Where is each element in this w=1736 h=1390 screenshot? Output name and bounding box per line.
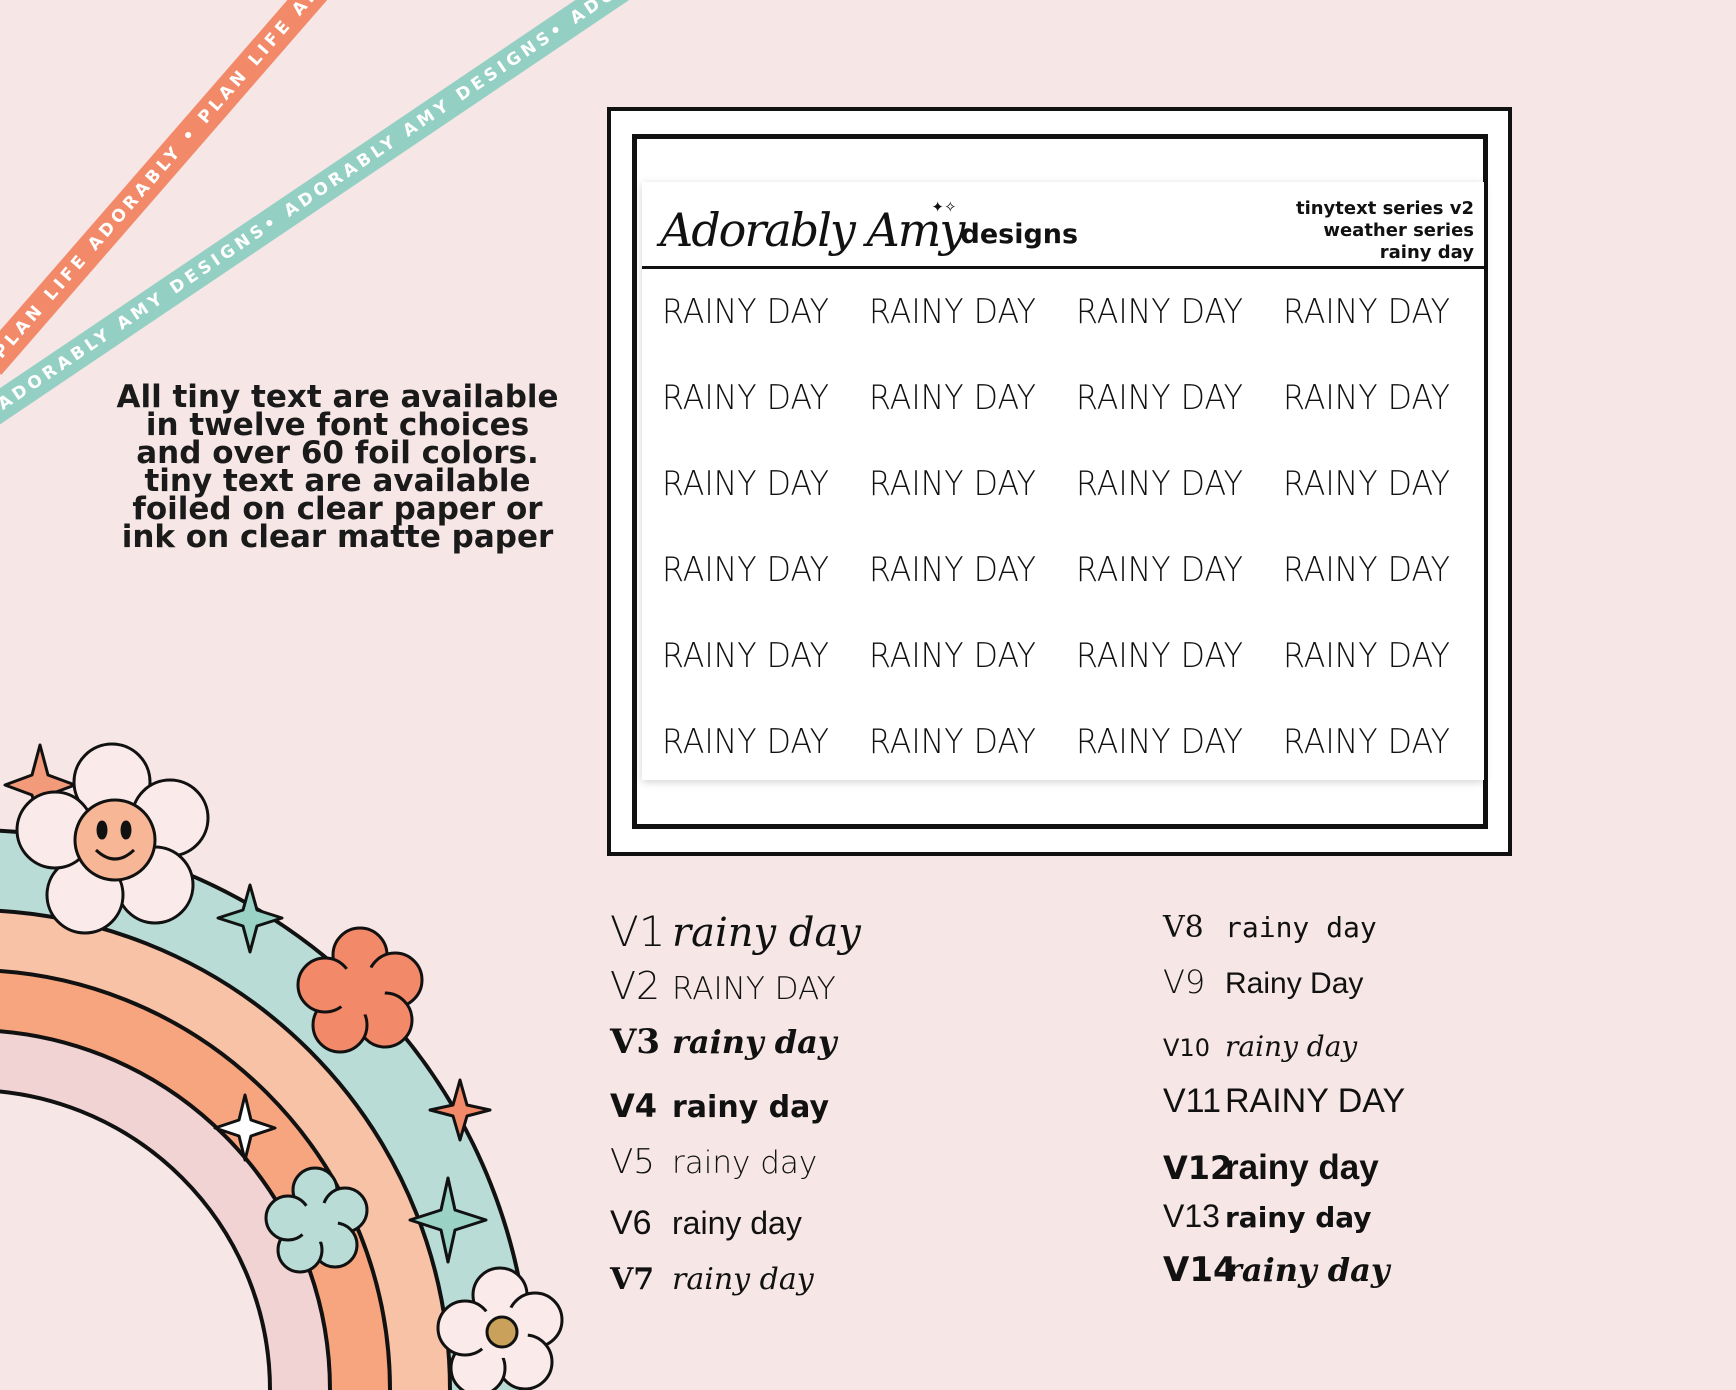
font-version-label: V2 [610,964,661,1008]
font-version-label: V14 [1163,1250,1237,1290]
sticker-text: RAINY DAY [662,378,829,418]
rainbow-inner [0,1089,272,1390]
font-choice-v4: V4 rainy day [610,1087,829,1125]
sticker-text: RAINY DAY [1076,636,1243,676]
font-version-label: V12 [1163,1149,1233,1187]
sticker-text: RAINY DAY [1283,464,1450,504]
sticker-text: RAINY DAY [869,464,1036,504]
font-choice-v11: V11 RAINY DAY [1163,1082,1405,1121]
font-version-label: V13 [1163,1198,1220,1234]
ribbon-adorably-amy-designs: ADORABLY AMY DESIGNS• ADORABLY AMY DESIG… [0,0,646,426]
font-sample-text: rainy day [672,1090,830,1125]
font-choice-v13: V13 rainy day [1163,1198,1372,1235]
font-sample-text: rainy day [1225,1201,1372,1234]
sticker-text: RAINY DAY [869,636,1036,676]
font-sample-text: rainy day [672,910,861,956]
font-sample-text: rainy day [1225,1148,1379,1187]
font-sample-text: rainy day [672,1023,837,1061]
sticker-text: RAINY DAY [1076,550,1243,590]
sparkle-icon: ✦✧ [931,198,957,216]
sticker-text: RAINY DAY [1283,550,1450,590]
font-version-label: V7 [610,1262,655,1297]
sticker-text: RAINY DAY [869,722,1036,762]
font-sample-text: rainy day [1225,1030,1358,1063]
daisy-icon [436,1266,564,1390]
brand-script: Adorably Amy [660,203,965,257]
sparkle-icon [408,1176,488,1264]
sticker-text: RAINY DAY [869,550,1036,590]
font-version-label: V10 [1163,1034,1210,1062]
font-sample-text: RAINY DAY [672,971,836,1007]
font-version-label: V1 [610,907,666,956]
font-sample-text: rainy day [1225,1251,1390,1289]
rainbow-illustration [0,742,564,1390]
sticker-text: RAINY DAY [869,378,1036,418]
sheet-divider [642,266,1484,269]
sparkle-icon [216,883,284,954]
font-version-label: V3 [610,1022,661,1062]
sticker-text: RAINY DAY [1076,464,1243,504]
sticker-text: RAINY DAY [869,292,1036,332]
font-choice-v6: V6 rainy day [610,1204,802,1243]
sparkle-icon [213,1093,277,1162]
font-choice-v9: V9 Rainy Day [1163,963,1363,1001]
font-choice-v1: V1 rainy day [610,907,861,956]
sheet-series: tinytext series v2 [1295,198,1474,219]
brand-logo: Adorably Amy ✦✧ designs [660,192,1078,260]
sticker-text: RAINY DAY [1076,378,1243,418]
font-choice-v3: V3 rainy day [610,1022,836,1062]
font-choice-v2: V2 RAINY DAY [610,964,836,1008]
font-sample-text: rainy day [672,1145,818,1181]
smiley-flower-icon [15,742,210,935]
font-choice-v7: V7 rainy day [610,1262,814,1297]
font-sample-text: rainy day [1225,911,1377,944]
font-sample-text: Rainy Day [1225,967,1364,1000]
sheet-meta: tinytext series v2 weather series rainy … [1296,198,1474,264]
sticker-text: RAINY DAY [1283,292,1450,332]
info-text: All tiny text are available in twelve fo… [116,379,559,555]
font-sample-text: RAINY DAY [1225,1082,1406,1120]
flower-icon [264,1166,369,1274]
font-version-label: V6 [610,1204,652,1242]
font-version-label: V5 [610,1142,655,1182]
sticker-grid: RAINY DAY RAINY DAY RAINY DAY RAINY DAY RAIN… [662,288,1472,766]
sheet-subseries: weather series [1323,220,1474,241]
sticker-text: RAINY DAY [662,550,829,590]
brand-word: designs [960,219,1079,250]
sheet-title: rainy day [1379,242,1474,263]
font-sample-text: rainy day [672,1205,802,1241]
sticker-text: RAINY DAY [662,722,829,762]
font-choice-v8: V8 rainy day [1163,910,1377,945]
sticker-text: RAINY DAY [1283,636,1450,676]
sticker-text: RAINY DAY [662,464,829,504]
sticker-text: RAINY DAY [1283,722,1450,762]
sticker-text: RAINY DAY [662,636,829,676]
sticker-text: RAINY DAY [1076,292,1243,332]
sticker-sheet: Adorably Amy ✦✧ designs tinytext series … [642,182,1484,780]
font-choice-v14: V14rainy day [1163,1250,1389,1290]
font-choice-v10: V10 rainy day [1163,1030,1357,1063]
font-choice-v5: V5 rainy day [610,1142,817,1182]
font-version-label: V4 [610,1087,658,1125]
font-choice-v12: V12rainy day [1163,1148,1379,1188]
font-version-label: V11 [1163,1082,1221,1120]
sparkle-icon [428,1078,492,1142]
sticker-text: RAINY DAY [1076,722,1243,762]
sticker-text: RAINY DAY [1283,378,1450,418]
font-version-label: V9 [1163,963,1206,1001]
flower-icon [296,926,424,1054]
sticker-text: RAINY DAY [662,292,829,332]
font-sample-text: rainy day [672,1262,814,1297]
font-version-label: V8 [1163,910,1204,945]
